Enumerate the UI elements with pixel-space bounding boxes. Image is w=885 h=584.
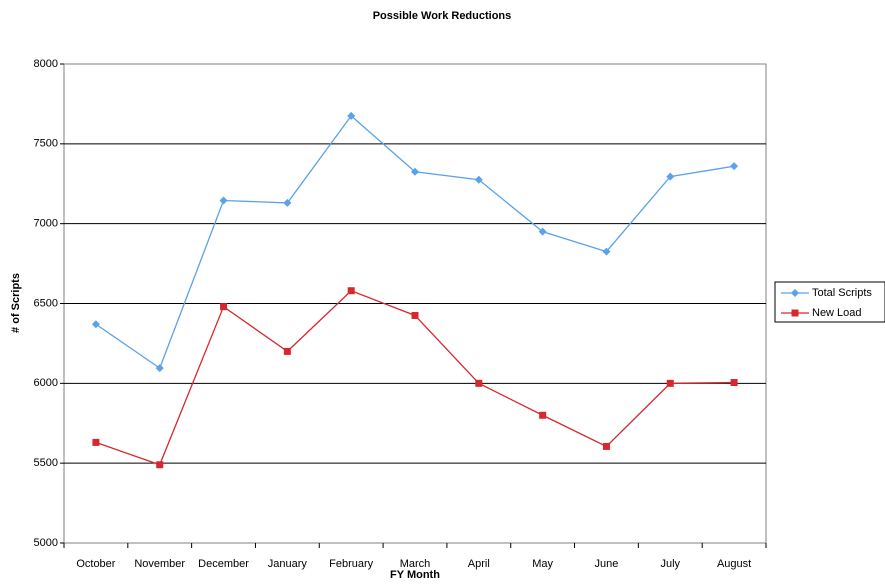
x-tick-label: May	[532, 558, 553, 570]
x-tick-label: August	[717, 558, 751, 570]
y-tick-label: 7000	[34, 218, 58, 230]
data-point	[475, 379, 483, 387]
chart-title: Possible Work Reductions	[373, 10, 512, 22]
y-axis-label: # of Scripts	[10, 273, 22, 333]
data-point	[411, 311, 419, 319]
data-point	[602, 247, 611, 256]
data-point	[347, 287, 355, 295]
y-tick-label: 7500	[34, 138, 58, 150]
y-tick-label: 6000	[34, 377, 58, 389]
data-point	[539, 411, 547, 419]
x-tick-label: July	[660, 558, 680, 570]
x-tick-label: April	[468, 558, 490, 570]
x-tick-label: March	[400, 558, 431, 570]
x-tick-label: February	[329, 558, 374, 570]
x-tick-label: October	[76, 558, 115, 570]
data-point	[538, 227, 547, 236]
y-tick-label: 6500	[34, 297, 58, 309]
y-tick-label: 5500	[34, 457, 58, 469]
data-point	[666, 172, 675, 181]
data-point	[91, 320, 100, 329]
x-axis-label: FY Month	[390, 569, 440, 581]
x-tick-label: January	[268, 558, 308, 570]
y-tick-label: 5000	[34, 537, 58, 549]
y-tick-label: 8000	[34, 58, 58, 70]
legend-marker	[791, 289, 799, 297]
data-point	[666, 379, 674, 387]
data-point	[156, 461, 164, 469]
data-point	[283, 198, 292, 207]
legend-label: New Load	[812, 307, 862, 319]
data-point	[220, 303, 228, 311]
data-point	[730, 162, 739, 171]
data-point	[219, 196, 228, 205]
data-point	[283, 347, 291, 355]
data-point	[155, 364, 164, 373]
legend-label: Total Scripts	[812, 287, 872, 299]
x-tick-label: December	[198, 558, 249, 570]
legend-marker	[791, 309, 799, 317]
x-tick-label: November	[134, 558, 185, 570]
data-point	[474, 175, 483, 184]
data-point	[92, 438, 100, 446]
data-point	[411, 167, 419, 176]
x-tick-label: June	[595, 558, 619, 570]
data-point	[730, 379, 738, 387]
data-point	[347, 111, 356, 120]
data-point	[602, 442, 610, 450]
